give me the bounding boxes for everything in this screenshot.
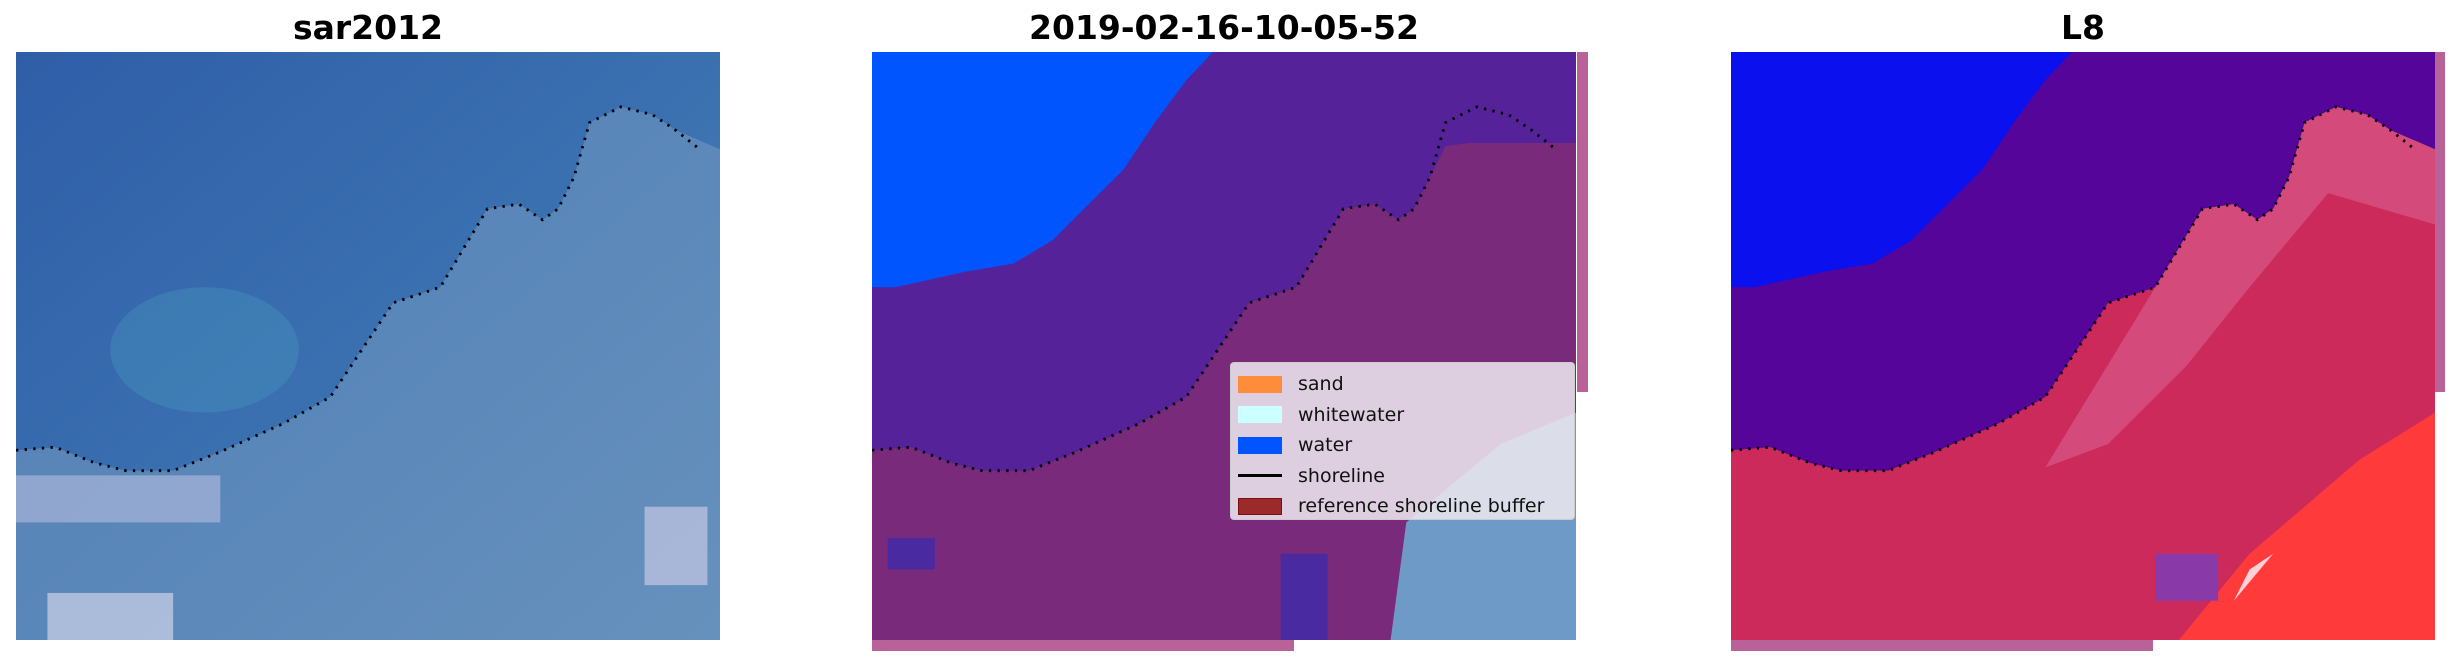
shoreline	[1731, 105, 2416, 473]
legend-item-whitewater: whitewater	[1231, 400, 1574, 431]
legend-label: water	[1298, 434, 1353, 457]
legend-item-buffer: reference shoreline buffer	[1231, 491, 1574, 522]
buffer-strip-right-l8	[2435, 52, 2445, 392]
buffer-strip-right	[1577, 52, 1588, 392]
shoreline	[872, 105, 1557, 473]
legend-label: whitewater	[1298, 403, 1405, 426]
water-swatch	[1238, 436, 1282, 454]
sand-swatch	[1238, 375, 1282, 393]
shoreline	[16, 105, 701, 473]
legend-label: shoreline	[1298, 464, 1385, 487]
water-class-region	[872, 52, 1213, 288]
legend-label: reference shoreline buffer	[1298, 495, 1545, 518]
buffer-strip-bottom	[872, 640, 1294, 651]
buffer-strip-bottom-l8	[1731, 640, 2153, 651]
panel-title-sar2012: sar2012	[292, 8, 444, 47]
panel-title-date: 2019-02-16-10-05-52	[1029, 8, 1419, 47]
rgb-image-panel	[16, 52, 720, 640]
legend-item-sand: sand	[1231, 369, 1574, 400]
classification-panel	[872, 52, 1576, 640]
legend-item-shoreline: shoreline	[1231, 461, 1574, 492]
whitewater-swatch	[1238, 406, 1282, 424]
l8-panel	[1731, 52, 2435, 640]
legend: sand whitewater water shoreline referenc…	[1230, 362, 1575, 520]
legend-label: sand	[1298, 373, 1344, 396]
legend-item-water: water	[1231, 430, 1574, 461]
shoreline-swatch	[1238, 474, 1282, 478]
panel-title-l8: L8	[2061, 8, 2105, 47]
buffer-swatch	[1238, 497, 1282, 515]
